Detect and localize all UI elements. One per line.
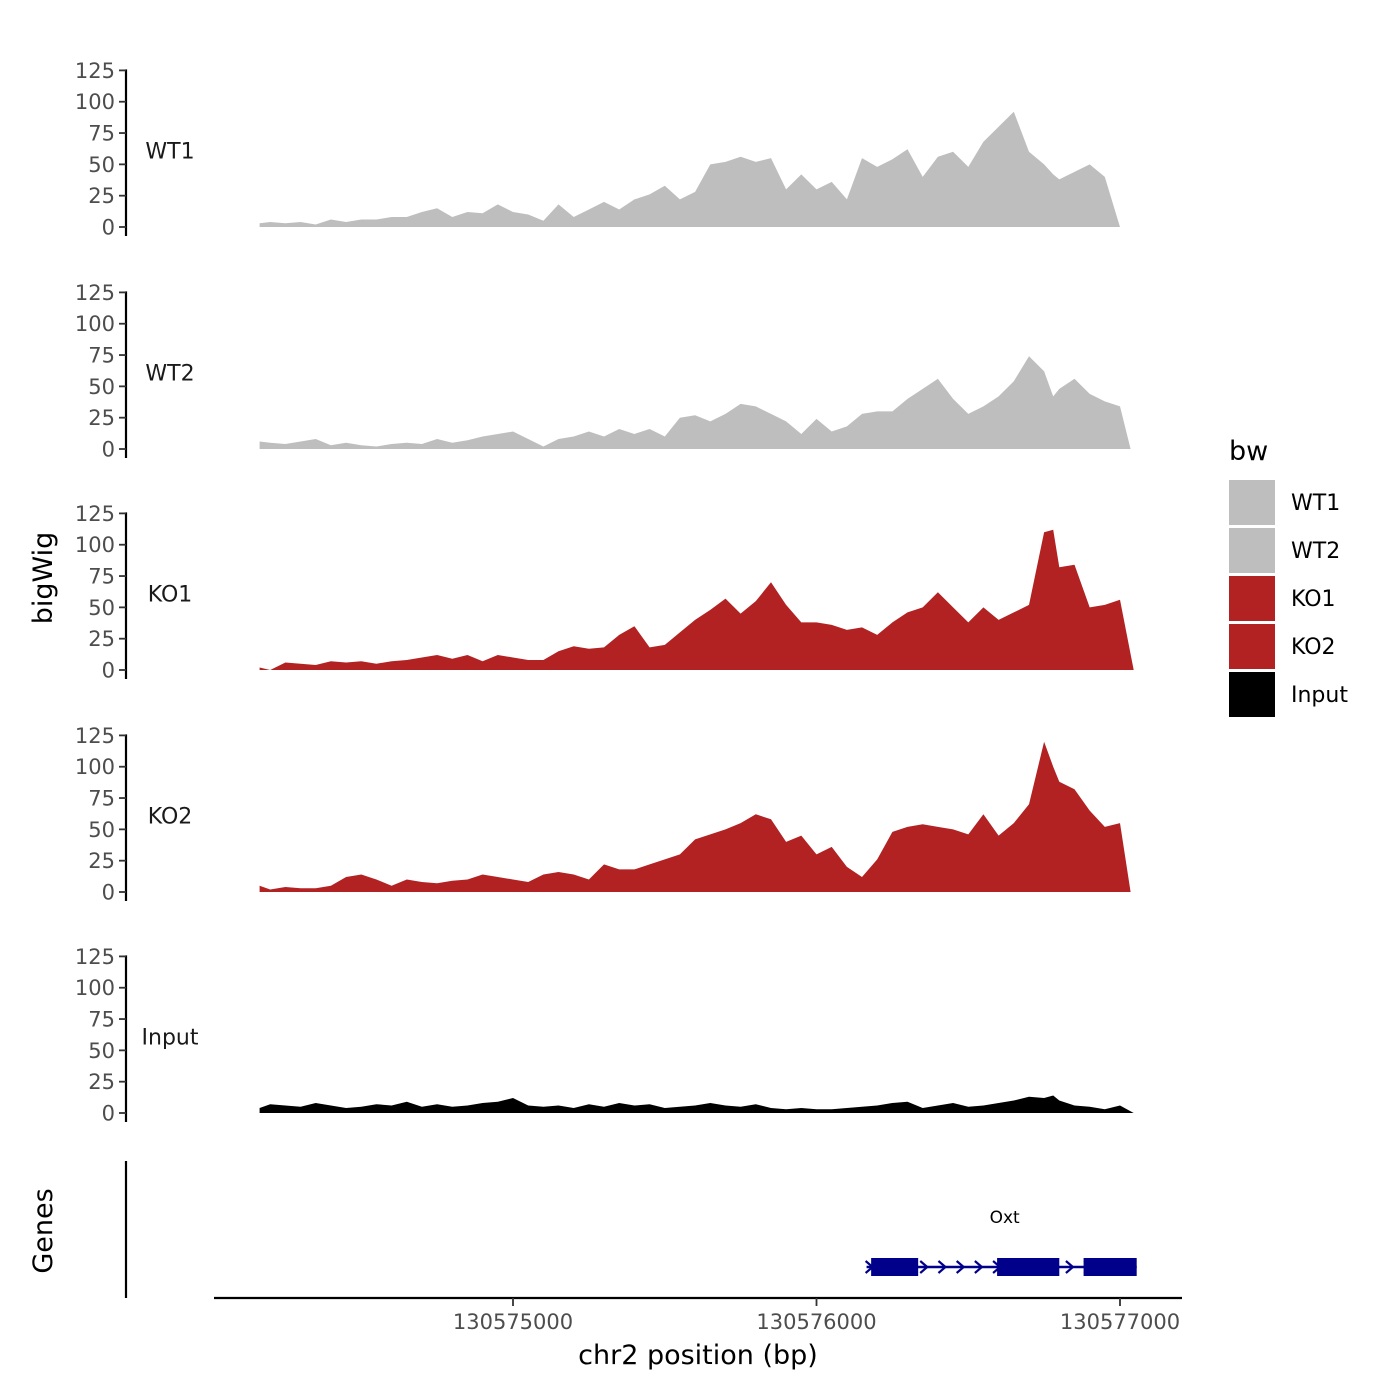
area-KO1 — [259, 529, 1134, 670]
y-tick-label-KO2-0: 0 — [102, 881, 115, 905]
y-tick-label-KO2-75: 75 — [88, 787, 115, 811]
y-tick-label-KO1-25: 25 — [88, 627, 115, 651]
y-tick-label-WT2-100: 100 — [75, 312, 115, 336]
track-label-WT1: WT1 — [145, 140, 194, 165]
legend-title: bw — [1229, 436, 1268, 467]
y-tick-label-Input-100: 100 — [75, 976, 115, 1000]
legend-label-KO1: KO1 — [1291, 587, 1336, 612]
y-tick-label-WT1-100: 100 — [75, 90, 115, 114]
strand-arrow — [955, 1260, 966, 1274]
gene-label-Oxt: Oxt — [990, 1208, 1020, 1228]
area-KO2 — [259, 741, 1131, 892]
genes-panel-title: Genes — [28, 1188, 59, 1273]
y-tick-label-WT1-50: 50 — [88, 153, 115, 177]
y-tick-label-KO1-0: 0 — [102, 659, 115, 683]
y-tick-label-WT1-75: 75 — [88, 122, 115, 146]
y-tick-label-KO2-125: 125 — [75, 724, 115, 748]
y-tick-label-WT1-125: 125 — [75, 59, 115, 83]
gene-exon-1 — [871, 1258, 919, 1276]
x-axis: 130575000 130576000 130577000 — [214, 1296, 1182, 1334]
legend-swatch-KO2 — [1229, 624, 1275, 669]
y-tick-label-Input-75: 75 — [88, 1008, 115, 1032]
legend-label-Input: Input — [1291, 683, 1348, 708]
y-tick-label-WT2-75: 75 — [88, 344, 115, 368]
strand-arrow — [1065, 1260, 1075, 1274]
legend-swatch-KO1 — [1229, 576, 1275, 621]
strand-arrow — [919, 1260, 929, 1274]
x-tick-label-130575000: 130575000 — [453, 1310, 573, 1334]
y-tick-label-KO2-25: 25 — [88, 849, 115, 873]
area-WT2 — [259, 356, 1131, 449]
tracks-group: 0 25 50 75 100 125 WT1 0 25 50 75 100 125 WT2 0 25 50 75 1… — [75, 59, 1134, 1126]
y-tick-label-WT1-0: 0 — [102, 216, 115, 240]
y-tick-label-WT2-50: 50 — [88, 375, 115, 399]
legend-label-WT1: WT1 — [1291, 491, 1340, 516]
legend-label-KO2: KO2 — [1291, 635, 1336, 660]
strand-arrow — [974, 1260, 984, 1274]
strand-arrow — [937, 1260, 948, 1274]
y-tick-label-WT1-25: 25 — [88, 184, 115, 208]
x-tick-label-130577000: 130577000 — [1060, 1310, 1180, 1334]
track-label-KO1: KO1 — [148, 583, 193, 608]
y-tick-label-Input-0: 0 — [102, 1102, 115, 1126]
x-tick-label-130576000: 130576000 — [756, 1310, 876, 1334]
y-tick-label-Input-50: 50 — [88, 1039, 115, 1063]
y-tick-label-WT2-25: 25 — [88, 406, 115, 430]
area-WT1 — [259, 111, 1131, 227]
y-tick-label-KO1-75: 75 — [88, 565, 115, 589]
legend-swatch-Input — [1229, 672, 1275, 717]
gene-exon-3 — [1083, 1258, 1137, 1276]
y-tick-label-WT2-0: 0 — [102, 438, 115, 462]
legend: WT1 WT2 KO1 KO2 Input — [1229, 480, 1348, 717]
legend-swatch-WT1 — [1229, 480, 1275, 525]
y-tick-label-WT2-125: 125 — [75, 281, 115, 305]
legend-label-WT2: WT2 — [1291, 539, 1340, 564]
area-Input — [259, 1095, 1134, 1113]
y-tick-label-KO2-100: 100 — [75, 755, 115, 779]
y-tick-label-KO1-125: 125 — [75, 502, 115, 526]
y-axis-title: bigWig — [28, 532, 59, 625]
y-tick-label-Input-125: 125 — [75, 945, 115, 969]
gene-exon-2 — [997, 1258, 1060, 1276]
track-label-WT2: WT2 — [145, 362, 194, 387]
y-tick-label-KO2-50: 50 — [88, 818, 115, 842]
x-axis-title: chr2 position (bp) — [578, 1340, 818, 1371]
y-tick-label-KO1-50: 50 — [88, 596, 115, 620]
y-tick-label-Input-25: 25 — [88, 1070, 115, 1094]
genes-panel: Oxt — [124, 1161, 1137, 1298]
y-tick-label-KO1-100: 100 — [75, 533, 115, 557]
legend-swatch-WT2 — [1229, 528, 1275, 573]
track-label-Input: Input — [142, 1026, 199, 1051]
track-label-KO2: KO2 — [148, 805, 193, 830]
